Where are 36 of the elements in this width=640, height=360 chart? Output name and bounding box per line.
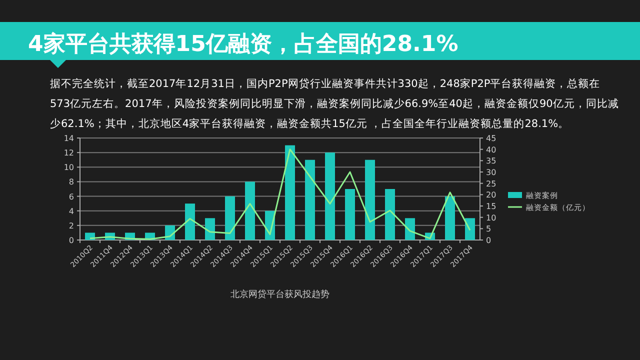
bar — [465, 218, 475, 240]
bar — [325, 152, 335, 240]
chart-subtitle: 据不完全统计，截至2017年12月31日，国内P2P网贷行业融资事件共计330起，248家P2P平台获得融资，总额在573亿元左右。2017年，风险投资案例同比明显下滑，融资案例同比减少66.9%至40起，融资金额仅90亿元，同比减少62.1%；其中，北京地区4家平台获得融资，融资金额共15亿元 ，占全国全年行业融资额总量的28.1%。 — [50, 77, 620, 132]
y-tick-label: 14 — [64, 134, 74, 143]
y2-tick-label: 0 — [486, 236, 492, 245]
y2-tick-label: 35 — [486, 156, 496, 166]
y-tick-label: 4 — [68, 206, 74, 216]
bar — [445, 196, 455, 240]
y-tick-label: 12 — [64, 148, 74, 158]
bar — [205, 218, 215, 240]
y-tick-label: 8 — [68, 178, 74, 187]
bar — [185, 204, 195, 240]
chart-title: 4家平台共获得15亿融资，占全国的28.1% — [28, 31, 458, 57]
line-series — [89, 148, 471, 240]
y2-tick-label: 10 — [486, 213, 496, 222]
bar — [345, 189, 355, 240]
bar — [245, 182, 255, 240]
bar — [285, 145, 295, 240]
y-tick-label: 10 — [64, 163, 74, 172]
y2-tick-label: 25 — [486, 179, 496, 188]
bar — [385, 189, 395, 240]
bar — [305, 160, 315, 240]
text: 北京网贷平台获风投趋势 — [230, 289, 330, 300]
y-tick-label: 6 — [68, 192, 74, 202]
y2-tick-label: 30 — [486, 168, 496, 177]
y-tick-label: 0 — [68, 236, 74, 245]
y2-tick-label: 45 — [486, 134, 496, 143]
bar — [85, 232, 95, 240]
y-tick-label: 2 — [68, 221, 74, 230]
y2-tick-label: 15 — [486, 202, 496, 211]
bar — [365, 160, 375, 240]
bar — [405, 218, 415, 240]
bar — [225, 196, 235, 240]
y2-tick-label: 20 — [486, 190, 496, 200]
y2-tick-label: 40 — [486, 145, 496, 154]
y2-tick-label: 5 — [486, 224, 492, 234]
